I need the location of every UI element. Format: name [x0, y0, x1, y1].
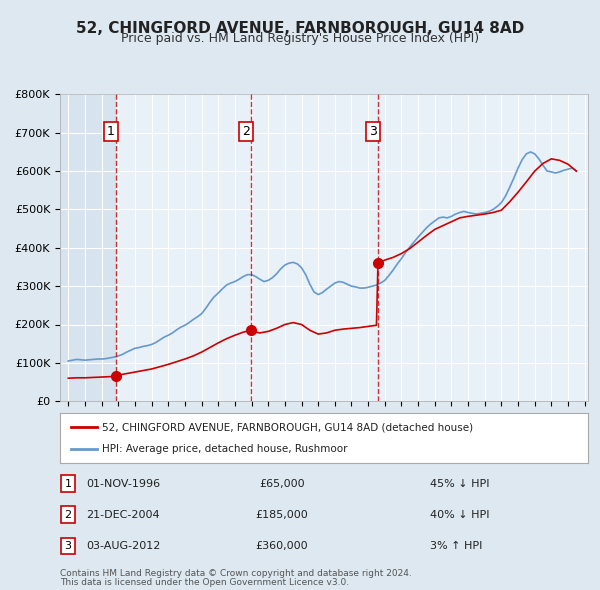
Text: This data is licensed under the Open Government Licence v3.0.: This data is licensed under the Open Gov…	[60, 578, 349, 587]
Text: HPI: Average price, detached house, Rushmoor: HPI: Average price, detached house, Rush…	[102, 444, 348, 454]
Bar	[116, 94, 588, 401]
Bar	[60, 94, 116, 401]
Text: Price paid vs. HM Land Registry's House Price Index (HPI): Price paid vs. HM Land Registry's House …	[121, 32, 479, 45]
Text: 3: 3	[64, 541, 71, 551]
Text: 1: 1	[64, 478, 71, 489]
Text: £360,000: £360,000	[256, 541, 308, 551]
Text: 45% ↓ HPI: 45% ↓ HPI	[430, 478, 489, 489]
Text: 3: 3	[369, 124, 377, 137]
Text: 52, CHINGFORD AVENUE, FARNBOROUGH, GU14 8AD (detached house): 52, CHINGFORD AVENUE, FARNBOROUGH, GU14 …	[102, 422, 473, 432]
Text: £185,000: £185,000	[256, 510, 308, 520]
Text: 1: 1	[107, 124, 115, 137]
Text: 3% ↑ HPI: 3% ↑ HPI	[430, 541, 482, 551]
Text: 03-AUG-2012: 03-AUG-2012	[86, 541, 161, 551]
Text: 2: 2	[242, 124, 250, 137]
Text: Contains HM Land Registry data © Crown copyright and database right 2024.: Contains HM Land Registry data © Crown c…	[60, 569, 412, 578]
Text: 21-DEC-2004: 21-DEC-2004	[86, 510, 160, 520]
Text: £65,000: £65,000	[259, 478, 305, 489]
Text: 2: 2	[64, 510, 71, 520]
Text: 01-NOV-1996: 01-NOV-1996	[86, 478, 160, 489]
Text: 52, CHINGFORD AVENUE, FARNBOROUGH, GU14 8AD: 52, CHINGFORD AVENUE, FARNBOROUGH, GU14 …	[76, 21, 524, 35]
Text: 40% ↓ HPI: 40% ↓ HPI	[430, 510, 489, 520]
